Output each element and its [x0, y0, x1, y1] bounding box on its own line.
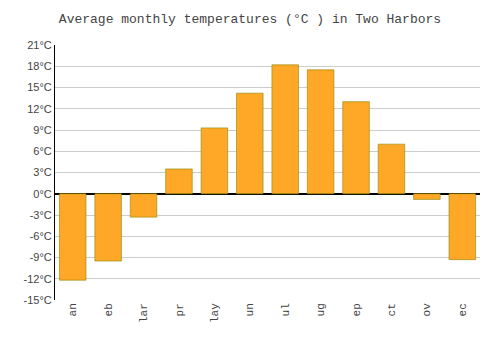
- svg-text:Average monthly temperatures (: Average monthly temperatures (°C ) in Tw…: [59, 12, 441, 27]
- svg-text:3°C: 3°C: [33, 166, 52, 178]
- svg-text:lay: lay: [209, 303, 221, 323]
- svg-text:ug: ug: [315, 303, 327, 316]
- svg-text:ec: ec: [457, 303, 469, 316]
- svg-text:21°C: 21°C: [27, 39, 52, 51]
- svg-text:12°C: 12°C: [27, 103, 52, 115]
- svg-text:pr: pr: [174, 303, 186, 316]
- svg-text:-6°C: -6°C: [30, 230, 52, 242]
- svg-text:ul: ul: [280, 303, 292, 316]
- svg-text:0°C: 0°C: [33, 188, 52, 200]
- svg-text:-9°C: -9°C: [30, 251, 52, 263]
- svg-text:-15°C: -15°C: [24, 294, 52, 306]
- svg-text:eb: eb: [103, 303, 115, 316]
- svg-text:ep: ep: [351, 303, 363, 316]
- svg-text:-12°C: -12°C: [24, 273, 52, 285]
- svg-text:ct: ct: [386, 303, 398, 316]
- svg-text:ov: ov: [421, 303, 433, 317]
- svg-text:9°C: 9°C: [33, 124, 52, 136]
- svg-text:an: an: [67, 303, 79, 316]
- svg-text:15°C: 15°C: [27, 81, 52, 93]
- svg-text:-3°C: -3°C: [30, 209, 52, 221]
- svg-text:un: un: [244, 303, 256, 316]
- svg-text:6°C: 6°C: [33, 145, 52, 157]
- svg-text:lar: lar: [138, 303, 150, 323]
- svg-text:18°C: 18°C: [27, 60, 52, 72]
